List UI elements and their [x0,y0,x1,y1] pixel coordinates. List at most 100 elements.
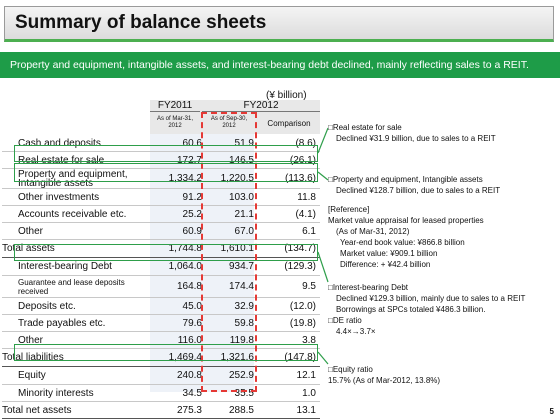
note-reference-line3: Year-end book value: ¥866.8 billion [340,238,465,247]
cell-v1: 60.6 [182,137,202,149]
note-reference-title: [Reference] [328,205,370,214]
table-row: Other 60.9 67.0 6.1 [2,223,320,240]
cell-v3: (19.8) [289,317,316,329]
note-reference-line5: Difference: + ¥42.4 billion [340,260,431,269]
cell-v3: 6.1 [302,225,316,237]
row-label: Other [18,225,44,237]
cell-v1: 172.7 [176,154,202,166]
cell-v3: 1.0 [302,387,316,399]
page-number: 5 [549,407,554,416]
table-row: Total liabilities 1,469.4 1,321.6 (147.8) [2,349,320,367]
table-row: Equity 240.8 252.9 12.1 [2,367,320,385]
row-label: Other [18,334,44,346]
row-label: Property and equipment, Intangible asset… [18,168,128,189]
cell-v2: 146.5 [228,154,254,166]
table-row: Accounts receivable etc. 25.2 21.1 (4.1) [2,206,320,223]
subtitle-bar: Property and equipment, intangible asset… [0,52,560,78]
note-debt-text: Declined ¥129.3 billion, mainly due to s… [336,294,526,303]
cell-v2: 67.0 [234,225,254,237]
header-background [150,100,320,134]
note-real-estate-text: Declined ¥31.9 billion, due to sales to … [336,134,496,143]
title-bar: Summary of balance sheets [4,6,554,42]
cell-v3: 13.1 [296,404,316,416]
table-row: Property and equipment, Intangible asset… [2,169,320,189]
real-estate-highlight [14,145,318,162]
cell-v2: 21.1 [234,208,254,220]
cell-v3: 9.5 [302,281,316,292]
note-reference-line4: Market value: ¥909.1 billion [340,249,438,258]
note-equity-text: 15.7% (As of Mar-2012, 13.8%) [328,376,441,385]
table-row: Real estate for sale 172.7 146.5 (26.1) [2,152,320,169]
table-row: Guarantee and lease deposits received 164… [2,276,320,298]
table-row: Other investments 91.2 103.0 11.8 [2,189,320,206]
cell-v2: 103.0 [228,191,254,203]
note-de-value: 4.4×→3.7× [336,327,376,336]
cell-v3: (147.8) [284,352,316,363]
comparison-header: Comparison [267,118,311,128]
cell-v1: 45.0 [182,300,202,312]
cell-v3: (129.3) [284,261,316,272]
row-label: Total net assets [2,404,72,416]
note-equity: □Equity ratio 15.7% (As of Mar-2012, 13.… [328,364,553,386]
cell-v1: 25.2 [182,208,202,220]
row-label: Total liabilities [2,352,64,363]
table-row: Trade payables etc. 79.6 59.8 (19.8) [2,315,320,332]
table-row: Minority interests 34.5 35.5 1.0 [2,385,320,402]
note-equity-title: □Equity ratio [328,365,373,374]
table-row: Total assets 1,744.8 1,610.1 (134.7) [2,240,320,258]
equity-highlight [14,344,318,361]
cell-v2: 288.5 [228,404,254,416]
cell-v3: (134.7) [284,243,316,254]
cell-v1: 275.3 [176,404,202,416]
row-label: Guarantee and lease deposits received [18,277,125,296]
table-row: Interest-bearing Debt 1,064.0 934.7 (129.3) [2,258,320,276]
note-property-title: □Property and equipment, Intangible asse… [328,175,483,184]
note-reference: [Reference] Market value appraisal for l… [328,204,558,270]
sep-2012-highlight-box [201,112,257,392]
connector-real-estate [317,127,329,154]
connector-equity [317,351,329,365]
cell-v2: 1,220.5 [220,173,254,184]
table-row: Other 116.0 119.8 3.8 [2,332,320,349]
row-label: Trade payables etc. [18,317,106,329]
row-label: Total assets [2,243,55,254]
cell-v3: 3.8 [302,334,316,346]
fy2012-header: FY2012 [202,100,320,112]
note-reference-line1: Market value appraisal for leased proper… [328,216,484,225]
asof-sep-header: As of Sep-30, 2012 [210,116,248,129]
cell-v2: 174.4 [228,281,254,292]
fy2011-header: FY2011 [150,100,200,112]
cell-v2: 59.8 [234,317,254,329]
cell-v1: 116.0 [177,334,202,346]
cell-v1: 1,334.2 [168,173,202,184]
table-row: Cash and deposits 60.6 51.9 (8.6) [2,135,320,152]
cell-v1: 79.6 [182,317,202,329]
table-row: Deposits etc. 45.0 32.9 (12.0) [2,298,320,315]
connector-property [317,171,329,181]
cell-v3: (113.6) [285,173,316,184]
row-label: Minority interests [18,387,94,399]
unit-label: (¥ billion) [266,90,307,101]
cell-v1: 240.8 [176,370,202,381]
asof-mar-header: As of Mar-31, 2012 [156,116,193,129]
cell-v1: 164.8 [176,281,202,292]
row-label: Cash and deposits [18,137,101,149]
row-label: Real estate for sale [18,154,105,166]
row-label: Interest-bearing Debt [18,261,112,272]
debt-highlight [14,244,318,261]
cell-v2: 32.9 [234,300,254,312]
cell-v3: 12.1 [296,370,316,381]
cell-v1: 60.9 [182,225,202,237]
note-property-text: Declined ¥128.7 billion, due to sales to… [336,186,501,195]
note-debt-spc: Borrowings at SPCs totaled ¥486.3 billio… [336,305,486,314]
cell-v2: 119.8 [229,334,254,346]
property-highlight [14,163,318,182]
cell-v1: 1,064.0 [168,261,202,272]
row-label: Other investments [18,191,100,203]
note-debt-title: □Interest-bearing Debt [328,283,408,292]
cell-v2: 35.5 [234,387,254,399]
cell-v1: 1,469.4 [168,352,202,363]
note-property: □Property and equipment, Intangible asse… [328,174,558,196]
cell-v1: 1,744.8 [168,243,202,254]
cell-v3: (8.6) [295,137,316,149]
